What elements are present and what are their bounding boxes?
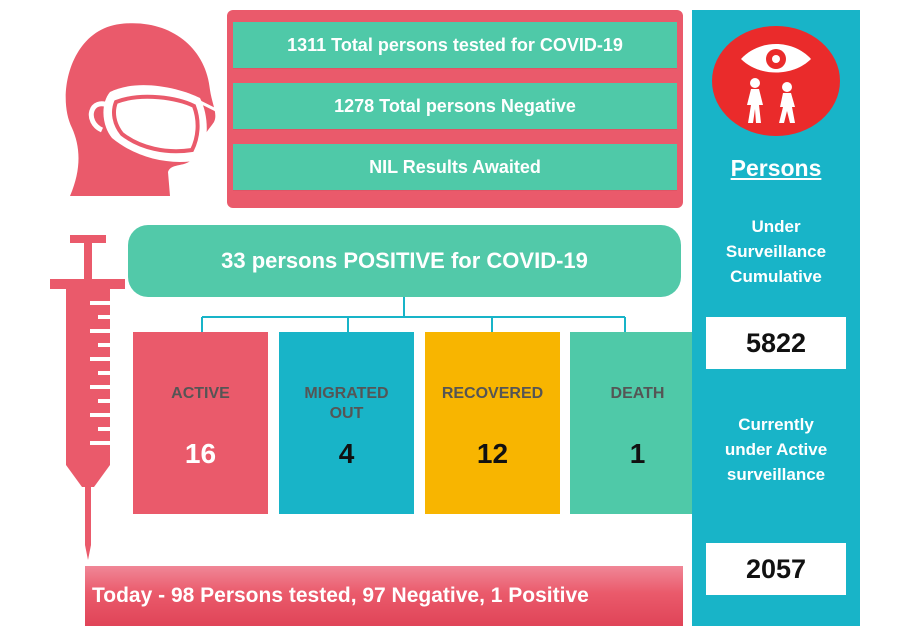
status-value: 12 bbox=[476, 438, 509, 469]
surveillance-cumulative-value: 5822 bbox=[706, 317, 846, 369]
status-label: MIGRATED OUT bbox=[304, 385, 389, 422]
status-box-migrated-out: MIGRATED OUT 4 bbox=[279, 332, 414, 514]
masked-head-icon bbox=[65, 23, 222, 196]
total-negative-row: 1278 Total persons Negative bbox=[233, 83, 677, 129]
today-summary-bar: Today - 98 Persons tested, 97 Negative, … bbox=[85, 566, 683, 626]
results-awaited-row: NIL Results Awaited bbox=[233, 144, 677, 190]
surveillance-active-value: 2057 bbox=[706, 543, 846, 595]
status-label: RECOVERED bbox=[441, 385, 544, 402]
surveillance-eye-icon bbox=[712, 26, 840, 136]
status-box-recovered: RECOVERED 12 bbox=[425, 332, 560, 514]
surveillance-active-label: Currently under Active surveillance bbox=[724, 415, 828, 484]
persons-title: Persons bbox=[730, 155, 822, 181]
breakdown-connector bbox=[201, 297, 626, 332]
status-label: DEATH bbox=[610, 385, 665, 402]
status-value: 4 bbox=[338, 438, 355, 469]
status-value: 1 bbox=[629, 438, 646, 469]
tests-panel: 1311 Total persons tested for COVID-19 1… bbox=[227, 10, 683, 208]
status-box-death: DEATH 1 bbox=[570, 332, 705, 514]
status-value: 16 bbox=[184, 438, 217, 469]
total-tested-row: 1311 Total persons tested for COVID-19 bbox=[233, 22, 677, 68]
surveillance-cumulative-label: Under Surveillance Cumulative bbox=[725, 217, 827, 286]
status-label: ACTIVE bbox=[171, 385, 230, 402]
positive-banner: 33 persons POSITIVE for COVID-19 bbox=[128, 225, 681, 297]
syringe-icon bbox=[50, 235, 125, 560]
status-box-active: ACTIVE 16 bbox=[133, 332, 268, 514]
